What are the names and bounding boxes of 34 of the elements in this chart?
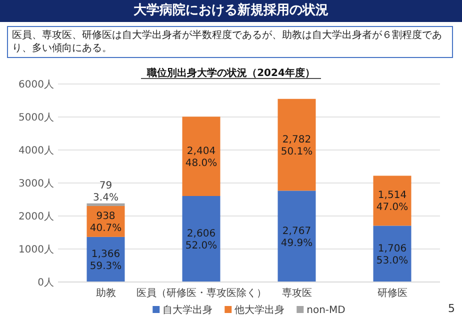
y-tick-label: 0人 xyxy=(38,278,54,288)
data-label: 2,404 48.0% xyxy=(185,146,218,169)
data-label: 1,514 47.0% xyxy=(376,190,408,214)
x-tick-label: 専攻医 xyxy=(282,287,312,299)
data-label: 2,606 52.0% xyxy=(185,228,218,252)
legend-label: non-MD xyxy=(306,305,346,316)
y-tick-label: 1000人 xyxy=(18,244,54,256)
bar xyxy=(278,98,316,191)
bar xyxy=(86,203,125,206)
data-label: 2,767 49.9% xyxy=(280,226,313,249)
text: 大学病院における新規採用の状況 xyxy=(0,0,462,22)
y-tick-label: 6000人 xyxy=(18,80,54,90)
chart-title: 職位別出身大学の状況（2024年度） xyxy=(146,67,315,79)
bar xyxy=(373,176,412,226)
bar xyxy=(182,196,220,282)
legend-label: 自大学出身 xyxy=(162,304,213,316)
data-label: 79 3.4% xyxy=(93,180,118,204)
text: 5 xyxy=(448,302,455,315)
y-tick-label: 5000人 xyxy=(18,112,54,124)
y-tick-label: 3000人 xyxy=(18,178,54,190)
x-tick-label: 医員（研修医・専攻医除く） xyxy=(136,287,266,299)
data-label: 1,706 53.0% xyxy=(376,243,408,266)
y-tick-label: 2000人 xyxy=(18,212,54,222)
text: 医員、専攻医、研修医は自大学出身者が半数程度であるが、助教は自大学出身者が６割程度であり、多い傾向にある。 xyxy=(7,26,453,58)
bar xyxy=(182,116,220,196)
x-tick-label: 研修医 xyxy=(377,288,408,299)
bar xyxy=(278,190,316,282)
bar xyxy=(373,226,412,282)
legend-label: 他大学出身 xyxy=(234,304,285,316)
data-label: 1,366 59.3% xyxy=(90,248,122,272)
x-tick-label: 助教 xyxy=(96,287,116,299)
data-label: 2,782 50.1% xyxy=(280,134,313,158)
y-tick-label: 4000人 xyxy=(18,146,54,156)
data-label: 938 40.7% xyxy=(90,210,122,234)
